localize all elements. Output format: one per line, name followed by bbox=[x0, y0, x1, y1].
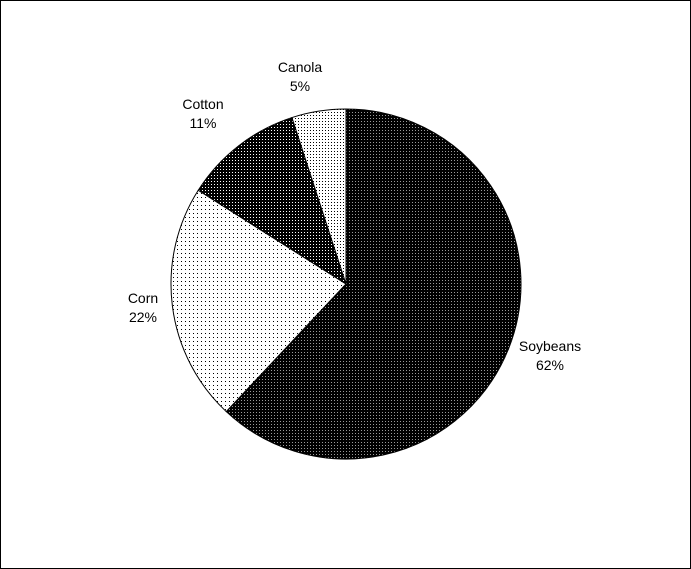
slice-name: Canola bbox=[278, 59, 323, 75]
slice-percent: 5% bbox=[290, 78, 310, 94]
slice-name: Cotton bbox=[182, 96, 223, 112]
pie-slice-corn bbox=[170, 189, 347, 413]
pie-slice-cotton bbox=[197, 116, 347, 286]
slice-label-canola: Canola 5% bbox=[278, 59, 323, 94]
slice-label-cotton: Cotton 11% bbox=[182, 96, 223, 131]
pie-slice-canola bbox=[291, 108, 347, 285]
pie-slice-soybeans bbox=[225, 108, 522, 460]
slice-label-soybeans: Soybeans 62% bbox=[519, 338, 581, 373]
slice-percent: 62% bbox=[536, 357, 564, 373]
slice-name: Corn bbox=[128, 290, 158, 306]
slice-percent: 11% bbox=[190, 115, 217, 131]
slice-label-corn: Corn 22% bbox=[128, 290, 158, 325]
slice-name: Soybeans bbox=[519, 338, 581, 354]
slice-percent: 22% bbox=[129, 309, 157, 325]
